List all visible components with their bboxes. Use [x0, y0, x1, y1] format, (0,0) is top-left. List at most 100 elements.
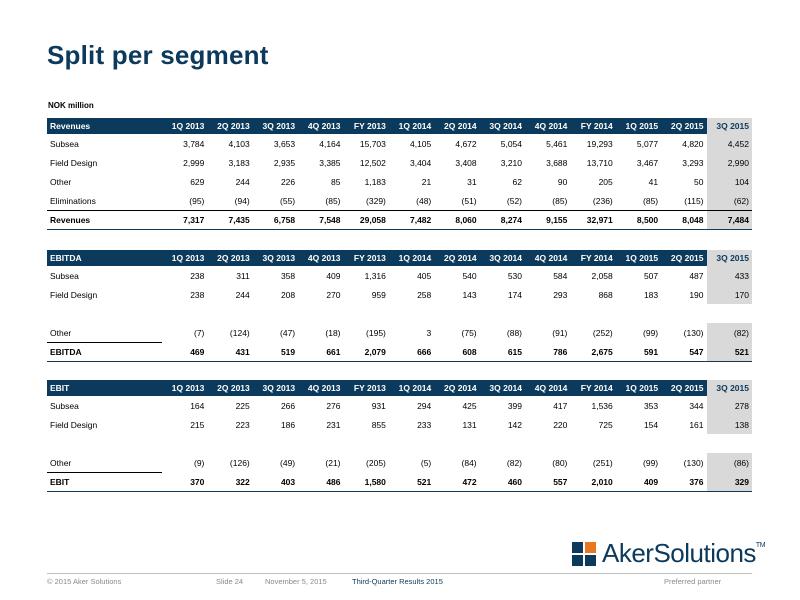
- table-cell: 358: [280, 270, 296, 281]
- row-label: Field Design: [50, 157, 98, 168]
- total-row: EBITDA 469 431 519 661 2,079 666 608 615 786 2,675…: [47, 342, 752, 362]
- column-header: 1Q 2014: [388, 118, 435, 134]
- table-cell: 223: [235, 419, 250, 430]
- total-cell: 409: [615, 472, 662, 492]
- total-cell: 7,484: [706, 210, 752, 230]
- column-header: FY 2013: [343, 118, 389, 134]
- total-cell: 6,758: [252, 210, 299, 230]
- column-header: 3Q 2013: [252, 250, 299, 266]
- table-row: Other (9) (126) (49) (21) (205) (5) (84) (82) (80…: [47, 453, 752, 473]
- row-label: Subsea: [50, 270, 79, 281]
- table-header-label: EBIT: [47, 380, 163, 396]
- table-cell: 50: [694, 176, 704, 187]
- table-header-label: Revenues: [47, 118, 163, 134]
- table-cell: 417: [553, 400, 568, 411]
- footer-divider: [47, 573, 752, 574]
- table-cell: 244: [235, 289, 250, 300]
- table-cell: 138: [706, 415, 752, 434]
- column-header: 2Q 2013: [207, 250, 253, 266]
- table-cell: 104: [706, 172, 752, 191]
- table-row: Subsea 164 225 266 276 931 294 425 399 417 1,536 35…: [47, 396, 752, 415]
- total-row: EBIT 370 322 403 486 1,580 521 472 460 557 2,010 40…: [47, 472, 752, 492]
- table-cell: 5,077: [636, 138, 659, 149]
- table-cell: 186: [280, 419, 296, 430]
- column-header: 3Q 2014: [479, 250, 526, 266]
- column-header: 2Q 2013: [207, 118, 253, 134]
- table-cell: (99): [643, 457, 659, 468]
- total-cell: 661: [298, 342, 344, 362]
- column-header: 2Q 2013: [207, 380, 253, 396]
- total-cell: 519: [252, 342, 299, 362]
- table-cell: 4,103: [228, 138, 250, 149]
- table-cell: (62): [706, 191, 752, 211]
- row-label: Subsea: [50, 400, 79, 411]
- total-cell: 329: [706, 472, 752, 492]
- table-header-row: Revenues 1Q 2013 2Q 2013 3Q 2013 4Q 2013 FY 2…: [47, 118, 752, 134]
- column-header: 2Q 2014: [434, 118, 480, 134]
- table-cell: (88): [506, 327, 523, 338]
- column-header: 1Q 2014: [388, 380, 435, 396]
- table-cell: 4,820: [682, 138, 704, 149]
- table-row: Field Design 2,999 3,183 2,935 3,385 12,502 3,…: [47, 153, 752, 172]
- table-cell: 4,672: [455, 138, 477, 149]
- table-cell: 231: [326, 419, 341, 430]
- footer-slide-number: Slide 24: [216, 577, 244, 586]
- table-header-row: EBITDA 1Q 2013 2Q 2013 3Q 2013 4Q 2013 FY 201…: [47, 250, 752, 266]
- logo-wordmark: AkerSolutionsTM: [602, 538, 766, 569]
- column-header: 1Q 2013: [162, 250, 208, 266]
- table-cell: 225: [235, 400, 250, 411]
- total-cell: 8,500: [615, 210, 662, 230]
- spacer-row: [47, 434, 752, 453]
- table-cell: 258: [417, 289, 432, 300]
- column-header: 1Q 2015: [615, 250, 662, 266]
- table-cell: (115): [661, 191, 707, 211]
- column-header: 2Q 2015: [661, 380, 707, 396]
- total-cell: 666: [388, 342, 435, 362]
- table-cell: 2,935: [273, 157, 296, 168]
- column-header: 2Q 2014: [434, 380, 480, 396]
- table-cell: (126): [229, 457, 250, 468]
- table-cell: (47): [280, 327, 296, 338]
- table-cell: 215: [190, 419, 205, 430]
- column-header: FY 2014: [570, 380, 616, 396]
- table-cell: 507: [643, 270, 659, 281]
- column-header: 4Q 2013: [298, 380, 344, 396]
- column-header: 4Q 2014: [525, 250, 571, 266]
- table-cell: 433: [706, 266, 752, 285]
- table-cell: 226: [280, 176, 296, 187]
- table-cell: 3,408: [455, 157, 477, 168]
- total-cell: 7,317: [162, 210, 208, 230]
- total-cell: 521: [388, 472, 435, 492]
- table-cell: (86): [706, 453, 752, 473]
- table-cell: 21: [421, 176, 432, 187]
- table-cell: 931: [371, 400, 386, 411]
- table-cell: (91): [552, 327, 568, 338]
- table-cell: 2,999: [183, 157, 205, 168]
- table-cell: 584: [553, 270, 568, 281]
- table-cell: 3,653: [273, 138, 296, 149]
- ebitda-table: EBITDA 1Q 2013 2Q 2013 3Q 2013 4Q 2013 FY 201…: [47, 250, 752, 362]
- total-cell: 7,548: [298, 210, 344, 230]
- table-cell: 425: [462, 400, 477, 411]
- table-cell: (94): [207, 191, 253, 211]
- table-cell: 143: [462, 289, 477, 300]
- table-cell: 409: [326, 270, 341, 281]
- column-header: 3Q 2013: [252, 118, 299, 134]
- table-cell: 5,054: [500, 138, 523, 149]
- table-cell: 353: [643, 400, 659, 411]
- total-cell: 615: [479, 342, 526, 362]
- table-cell: (85): [525, 191, 571, 211]
- table-cell: (82): [506, 457, 523, 468]
- total-cell: 322: [207, 472, 253, 492]
- total-cell: 591: [615, 342, 662, 362]
- revenues-table: Revenues 1Q 2013 2Q 2013 3Q 2013 4Q 2013 FY 2…: [47, 118, 752, 230]
- total-cell: 376: [661, 472, 707, 492]
- total-cell: 2,675: [570, 342, 616, 362]
- table-cell: 3,467: [636, 157, 659, 168]
- table-cell: (85): [298, 191, 344, 211]
- column-header: 1Q 2014: [388, 250, 435, 266]
- table-cell: 868: [598, 289, 613, 300]
- table-cell: 13,710: [586, 157, 613, 168]
- table-cell: 311: [236, 270, 250, 281]
- total-cell: 7,482: [388, 210, 435, 230]
